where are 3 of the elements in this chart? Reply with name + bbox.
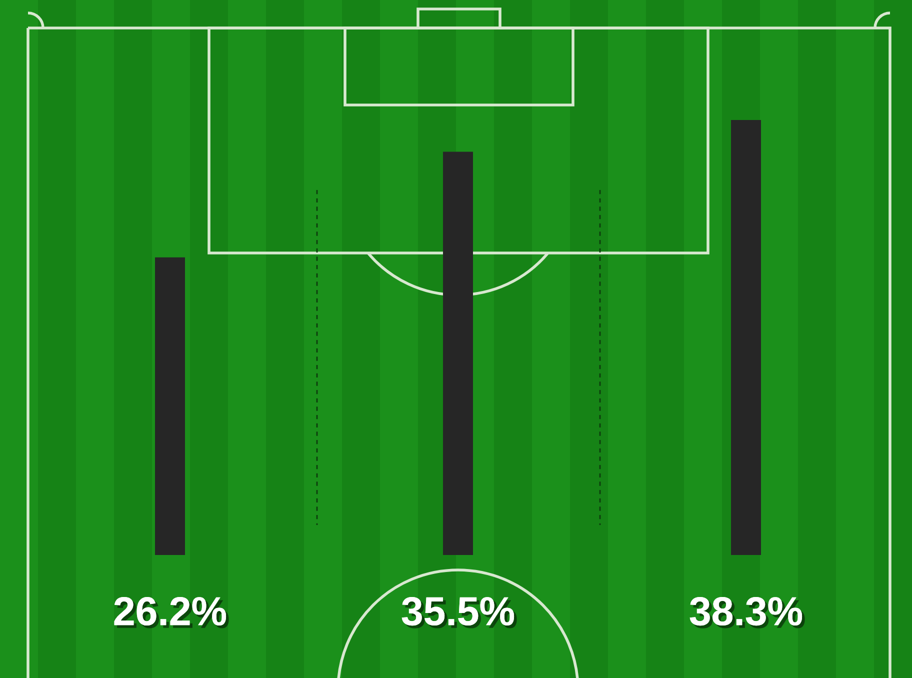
data-label: 38.3%	[690, 597, 805, 628]
data-label: 26.2%	[114, 597, 229, 628]
data-label: 35.5%	[402, 597, 517, 628]
